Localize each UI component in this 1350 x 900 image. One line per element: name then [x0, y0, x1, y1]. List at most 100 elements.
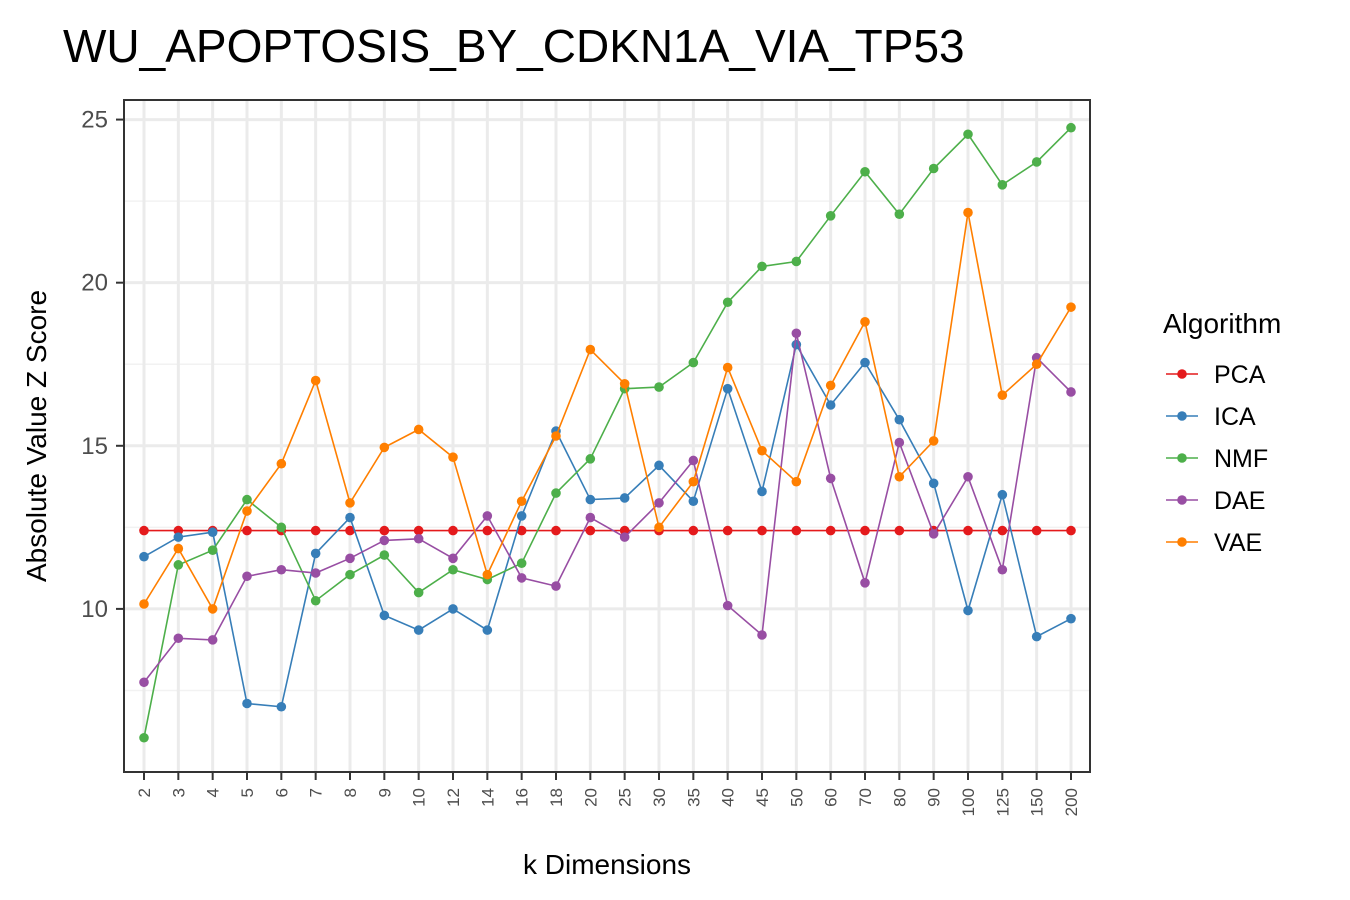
x-tick-label: 3: [169, 788, 188, 797]
x-tick-label: 90: [925, 788, 944, 807]
data-point-nmf: [276, 522, 287, 533]
data-point-pca: [1066, 525, 1076, 536]
data-point-nmf: [963, 129, 973, 140]
data-point-pca: [963, 525, 973, 536]
data-point-dae: [310, 568, 321, 578]
data-point-dae: [894, 437, 905, 448]
data-point-vae: [413, 424, 424, 435]
data-point-ica: [276, 701, 287, 712]
data-point-ica: [413, 625, 424, 635]
data-point-ica: [173, 532, 184, 542]
data-point-ica: [207, 527, 218, 538]
data-point-ica: [310, 548, 321, 559]
legend-item-ica: ICA: [1166, 403, 1256, 431]
data-point-nmf: [997, 180, 1008, 190]
data-point-dae: [551, 581, 561, 591]
series-dae: [139, 328, 1076, 688]
y-tick-label: 10: [81, 596, 108, 623]
x-tick-label: 5: [238, 788, 257, 797]
data-point-dae: [448, 553, 458, 564]
data-point-dae: [585, 512, 596, 523]
data-point-ica: [242, 698, 252, 709]
series-layer: [139, 122, 1076, 743]
data-point-nmf: [139, 732, 149, 743]
data-point-ica: [1031, 631, 1042, 642]
data-point-vae: [379, 442, 390, 453]
data-point-ica: [619, 493, 630, 503]
data-point-vae: [860, 317, 870, 327]
data-point-vae: [722, 362, 733, 373]
data-point-pca: [139, 525, 149, 536]
x-tick-label: 14: [478, 788, 497, 807]
data-point-nmf: [757, 261, 767, 272]
data-point-vae: [825, 380, 836, 391]
legend-key-point: [1177, 411, 1187, 421]
legend-key-point: [1177, 495, 1187, 505]
x-tick-label: 20: [581, 788, 600, 807]
data-point-nmf: [894, 209, 905, 219]
data-point-ica: [516, 511, 527, 521]
x-tick-label: 18: [547, 788, 566, 807]
data-point-nmf: [516, 558, 527, 569]
x-tick-label: 7: [307, 788, 326, 797]
data-point-pca: [894, 525, 905, 536]
x-tick-label: 10: [410, 788, 429, 807]
data-point-dae: [276, 564, 287, 575]
x-tick-label: 16: [513, 788, 532, 807]
data-point-pca: [242, 525, 252, 536]
data-point-ica: [654, 460, 664, 471]
data-point-ica: [825, 400, 836, 410]
data-point-ica: [448, 604, 458, 614]
data-point-dae: [688, 455, 699, 466]
legend-key-point: [1177, 369, 1187, 379]
data-point-nmf: [310, 595, 321, 606]
x-tick-label: 150: [1028, 788, 1047, 816]
data-point-dae: [757, 630, 767, 640]
legend-label: VAE: [1214, 529, 1262, 557]
data-point-pca: [722, 525, 733, 536]
x-tick-label: 45: [753, 788, 772, 807]
series-nmf: [139, 122, 1076, 743]
chart-title: WU_APOPTOSIS_BY_CDKN1A_VIA_TP53: [63, 20, 965, 72]
data-point-pca: [791, 525, 802, 536]
x-tick-label: 70: [856, 788, 875, 807]
data-point-vae: [997, 390, 1008, 401]
data-point-pca: [825, 525, 836, 536]
x-tick-label: 35: [684, 788, 703, 807]
data-point-dae: [825, 473, 836, 484]
data-point-nmf: [860, 166, 870, 177]
data-point-pca: [757, 525, 767, 536]
legend-key-point: [1177, 453, 1187, 463]
data-point-vae: [619, 379, 630, 389]
legend-label: NMF: [1214, 445, 1268, 473]
data-point-dae: [722, 600, 733, 611]
data-point-nmf: [1066, 122, 1076, 133]
data-point-nmf: [585, 454, 596, 464]
data-point-pca: [379, 525, 390, 536]
legend: Algorithm PCA ICA NMF DAE VAE: [1163, 308, 1281, 557]
data-point-ica: [860, 357, 870, 368]
data-point-nmf: [173, 560, 184, 570]
series-ica: [139, 339, 1076, 712]
data-point-vae: [516, 496, 527, 507]
data-point-dae: [482, 511, 493, 521]
data-point-vae: [1031, 359, 1042, 370]
legend-item-pca: PCA: [1166, 361, 1266, 389]
series-line-dae: [143, 333, 1072, 683]
data-point-vae: [448, 452, 458, 463]
data-point-dae: [207, 635, 218, 645]
data-point-dae: [997, 564, 1008, 575]
data-point-vae: [1066, 302, 1076, 312]
x-axis-title: k Dimensions: [523, 849, 691, 880]
data-point-vae: [585, 344, 596, 355]
legend-item-nmf: NMF: [1166, 445, 1268, 473]
data-point-pca: [1031, 525, 1042, 536]
data-point-ica: [139, 551, 149, 562]
legend-label: DAE: [1214, 487, 1265, 515]
y-axis: 10 15 20 25: [81, 107, 124, 623]
data-point-dae: [516, 573, 527, 583]
data-point-dae: [173, 633, 184, 644]
data-point-nmf: [242, 494, 252, 505]
x-tick-label: 25: [616, 788, 635, 807]
